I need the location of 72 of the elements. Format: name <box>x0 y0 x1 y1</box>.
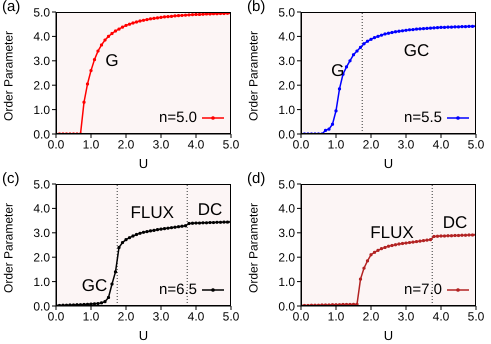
x-tick-label: 2.0 <box>362 310 380 324</box>
y-axis-title: Order Parameter <box>1 30 16 121</box>
x-tick-label: 5.0 <box>468 310 485 324</box>
y-axis-title: Order Parameter <box>246 30 260 121</box>
x-tick-label: 4.0 <box>432 138 450 152</box>
y-tick-label: 0.0 <box>278 127 296 142</box>
y-tick-label: 5.0 <box>33 5 50 20</box>
y-tick-label: 2.0 <box>278 250 296 264</box>
x-tick-label: 0.0 <box>292 310 310 324</box>
y-tick-label: 3.0 <box>33 226 50 240</box>
y-tick-label: 4.0 <box>33 202 50 216</box>
x-tick-label: 4.0 <box>188 138 205 152</box>
x-tick-label: 3.0 <box>398 310 415 324</box>
x-axis-title: U <box>384 328 394 343</box>
y-tick-label: 2.0 <box>33 78 50 92</box>
y-tick-label: 4.0 <box>278 30 296 44</box>
x-axis-title: U <box>138 156 148 171</box>
y-axis-title: Order Parameter <box>246 202 260 293</box>
x-tick-label: 0.0 <box>48 310 65 324</box>
legend-label: n=7.0 <box>404 281 442 298</box>
y-axis-title: Order Parameter <box>1 202 16 293</box>
annotation: G <box>331 60 344 81</box>
y-tick-label: 0.0 <box>278 299 296 314</box>
legend-label: n=6.5 <box>159 281 197 298</box>
y-tick-label: 0.0 <box>33 299 50 314</box>
x-tick-label: 3.0 <box>398 138 415 152</box>
chart-title: (a) <box>2 0 20 15</box>
y-tick-label: 1.0 <box>278 274 296 289</box>
y-tick-label: 3.0 <box>278 54 296 68</box>
x-tick-label: 1.0 <box>82 310 100 324</box>
y-tick-label: 0.0 <box>33 127 50 142</box>
annotation: GC <box>82 276 108 296</box>
x-tick-label: 0.0 <box>292 138 310 152</box>
y-tick-label: 2.0 <box>278 78 296 92</box>
x-axis-title: U <box>138 328 148 343</box>
x-tick-label: 1.0 <box>328 310 345 324</box>
x-axis-title: U <box>384 156 394 171</box>
y-tick-label: 1.0 <box>278 102 296 117</box>
x-tick-label: 1.0 <box>328 138 345 152</box>
annotation: G <box>105 50 119 71</box>
x-tick-label: 0.0 <box>48 138 65 152</box>
annotation: DC <box>442 213 468 234</box>
x-tick-label: 5.0 <box>222 138 240 152</box>
y-tick-label: 4.0 <box>278 202 296 216</box>
annotation: FLUX <box>130 203 174 224</box>
x-tick-label: 3.0 <box>152 310 170 324</box>
x-tick-label: 3.0 <box>152 138 170 152</box>
x-tick-label: 5.0 <box>222 310 240 324</box>
annotation: FLUX <box>370 222 414 243</box>
x-tick-label: 4.0 <box>432 310 450 324</box>
y-tick-label: 5.0 <box>278 177 296 192</box>
y-tick-label: 3.0 <box>278 226 296 240</box>
legend-label: n=5.0 <box>159 109 197 126</box>
annotation: GC <box>404 41 430 62</box>
legend-label: n=5.5 <box>404 109 442 126</box>
chart-title: (b) <box>247 0 266 15</box>
x-tick-label: 2.0 <box>362 138 380 152</box>
y-tick-label: 5.0 <box>278 5 296 20</box>
y-tick-label: 4.0 <box>33 30 50 44</box>
x-tick-label: 2.0 <box>118 310 135 324</box>
x-tick-label: 4.0 <box>188 310 205 324</box>
x-tick-label: 5.0 <box>468 138 485 152</box>
x-tick-label: 2.0 <box>118 138 135 152</box>
annotation: DC <box>198 200 222 220</box>
y-tick-label: 5.0 <box>33 177 50 192</box>
y-tick-label: 2.0 <box>33 250 50 264</box>
chart-title: (d) <box>247 170 266 187</box>
x-tick-label: 1.0 <box>82 138 100 152</box>
y-tick-label: 1.0 <box>33 102 50 117</box>
y-tick-label: 3.0 <box>33 54 50 68</box>
y-tick-label: 1.0 <box>33 274 50 289</box>
chart-title: (c) <box>2 170 20 187</box>
